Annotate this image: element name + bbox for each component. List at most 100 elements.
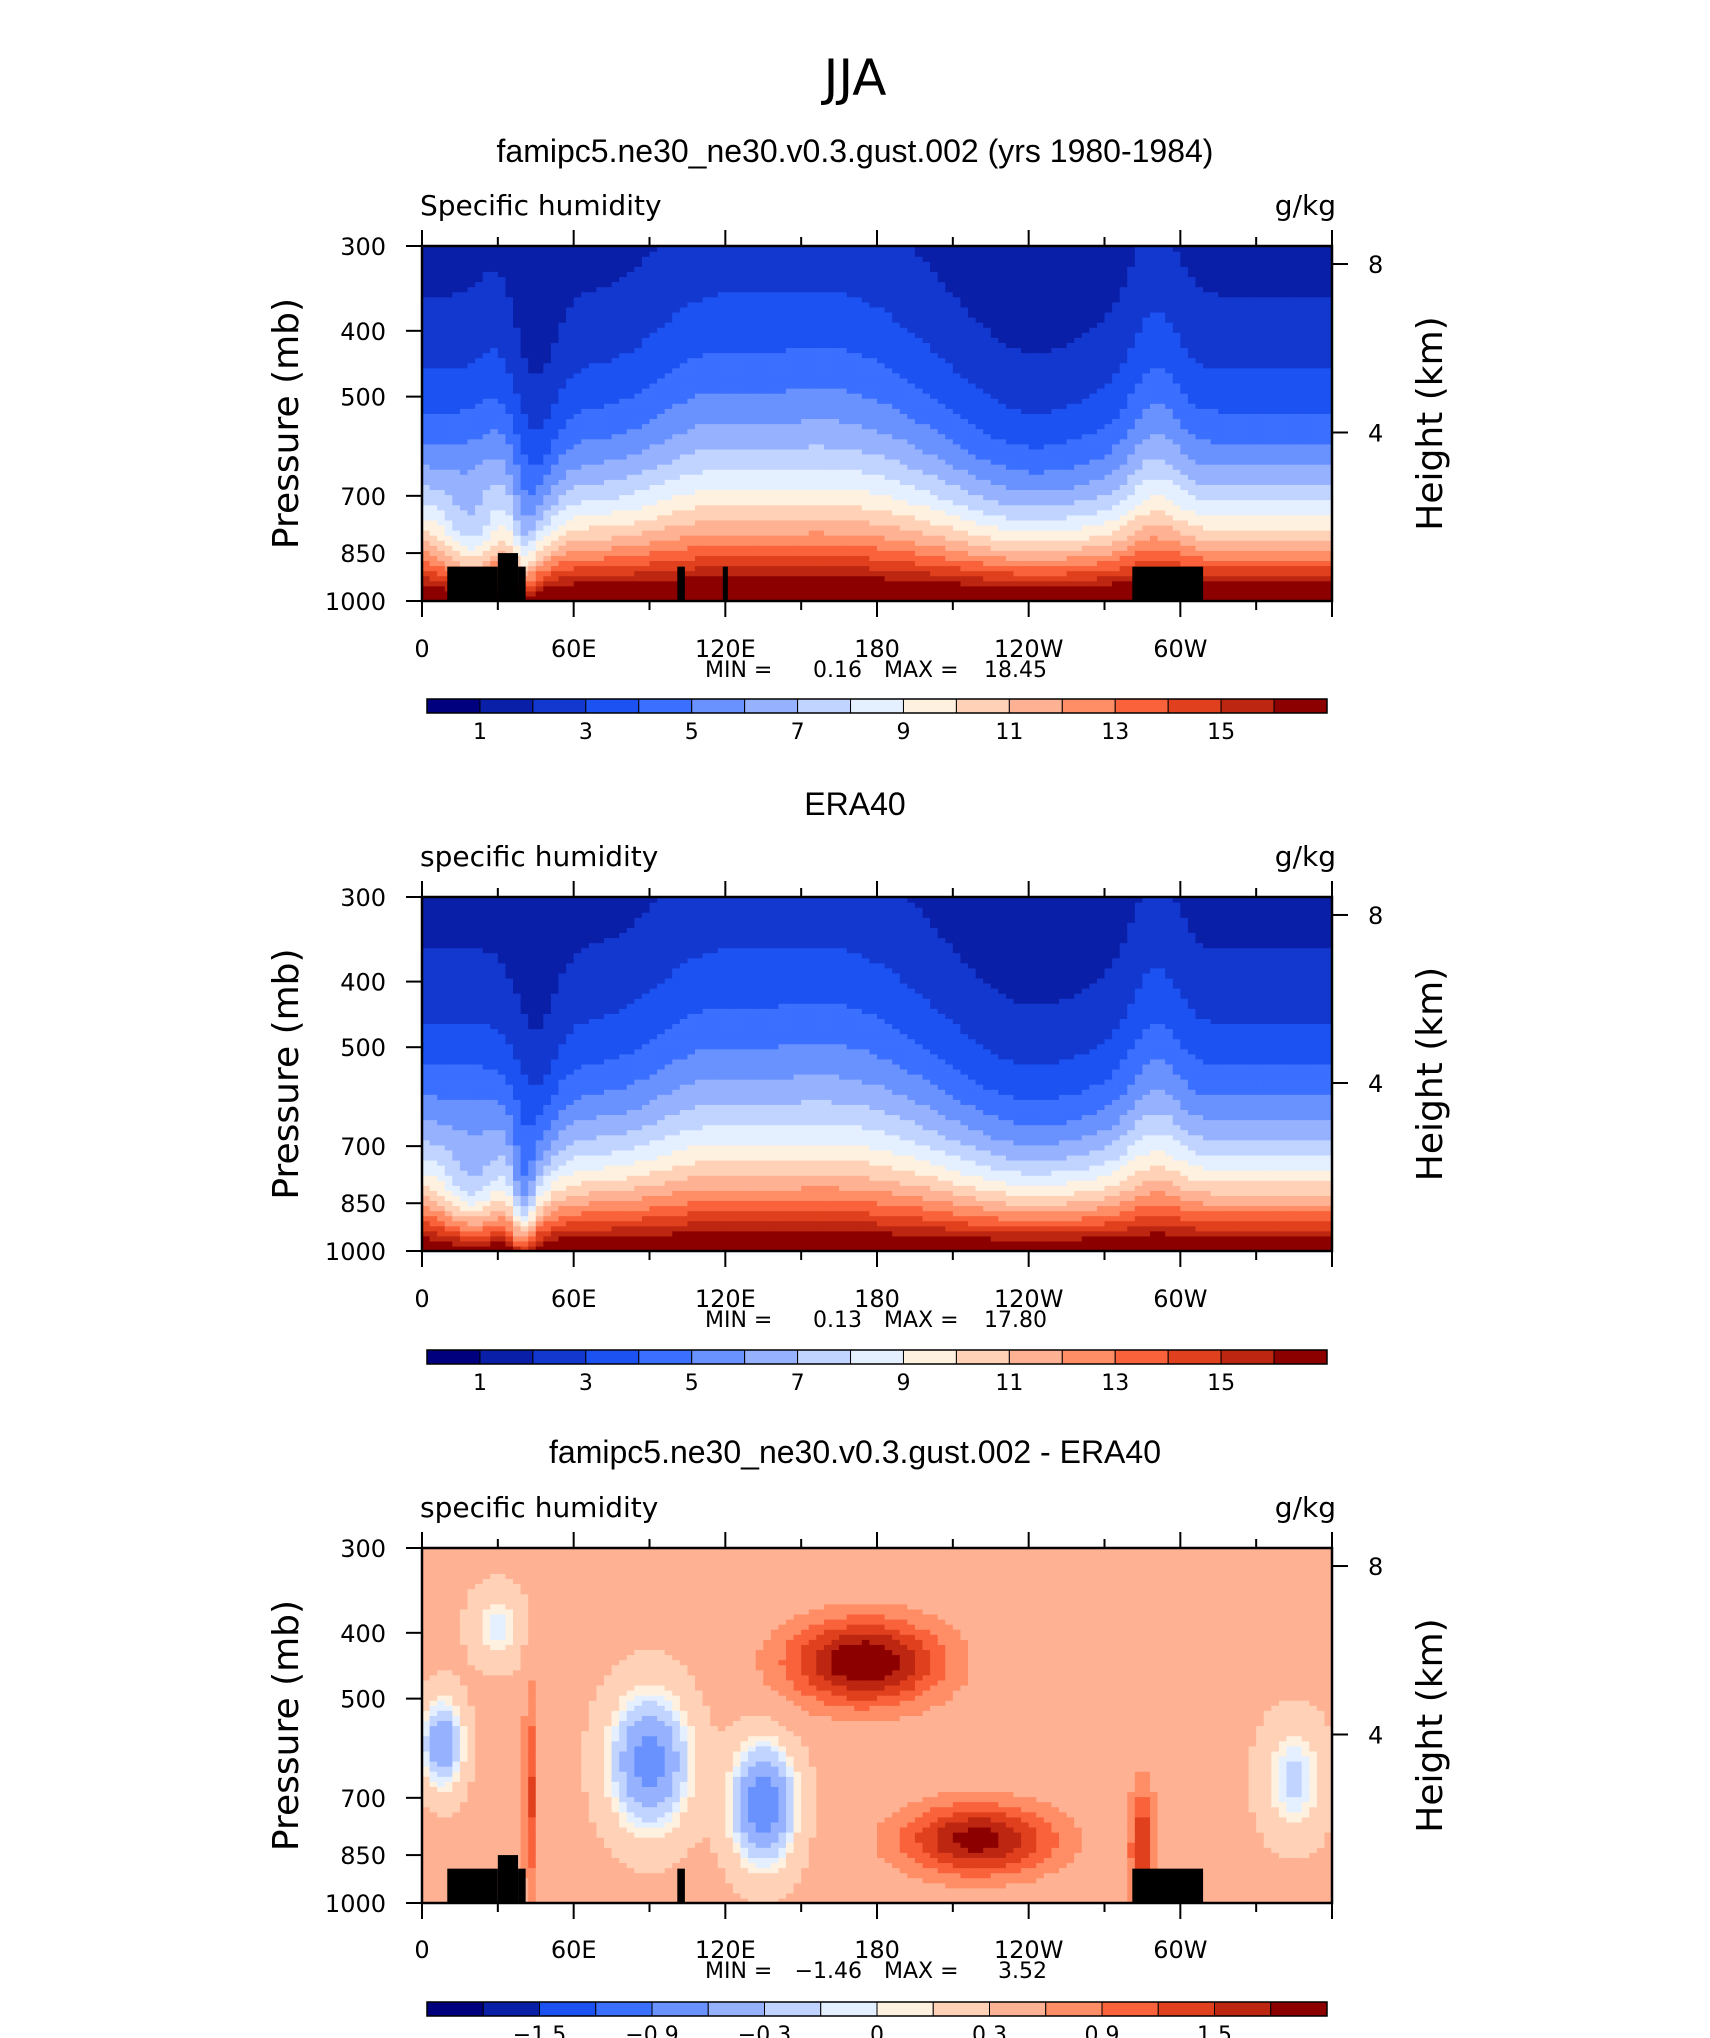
heatmap-cell — [1051, 459, 1060, 465]
heatmap-cell — [892, 418, 901, 425]
heatmap-cell — [937, 464, 946, 470]
heatmap-cell — [1081, 464, 1090, 470]
heatmap-cell — [1036, 459, 1045, 465]
heatmap-cell — [740, 459, 749, 465]
heatmap-cell — [1309, 459, 1318, 465]
heatmap-cell — [535, 499, 544, 506]
heatmap-cell — [869, 469, 878, 475]
heatmap-cell — [1225, 499, 1235, 506]
heatmap-cell — [1278, 459, 1288, 465]
heatmap-cell — [1005, 453, 1015, 460]
heatmap-cell — [672, 428, 681, 435]
heatmap-cell — [1043, 418, 1053, 425]
heatmap-cell — [892, 560, 901, 567]
heatmap-cell — [520, 418, 529, 425]
heatmap-cell — [816, 555, 825, 562]
heatmap-cell — [664, 499, 673, 506]
heatmap-cell — [839, 453, 848, 460]
heatmap-cell — [998, 453, 1007, 460]
heatmap-cell — [664, 514, 673, 521]
heatmap-cell — [566, 489, 575, 496]
heatmap-cell — [475, 474, 484, 480]
heatmap-cell — [968, 418, 977, 425]
heatmap-cell — [604, 393, 613, 399]
heatmap-cell — [907, 469, 916, 475]
heatmap-cell — [1021, 453, 1030, 460]
heatmap-cell — [467, 489, 476, 496]
heatmap-cell — [664, 575, 673, 582]
heatmap-cell — [1263, 535, 1272, 541]
heatmap-cell — [1218, 550, 1227, 556]
heatmap-cell — [1225, 585, 1235, 592]
heatmap-cell — [626, 504, 635, 511]
heatmap-cell — [816, 494, 825, 501]
heatmap-cell — [528, 474, 537, 480]
heatmap-cell — [604, 565, 613, 572]
heatmap-cell — [1195, 484, 1204, 491]
heatmap-cell — [793, 504, 802, 511]
heatmap-cell — [528, 585, 537, 592]
heatmap-cell — [475, 459, 484, 465]
heatmap-cell — [710, 540, 719, 546]
heatmap-cell — [535, 580, 544, 587]
heatmap-cell — [1066, 443, 1075, 450]
heatmap-cell — [437, 403, 446, 409]
heatmap-cell — [952, 555, 962, 562]
heatmap-cell — [884, 580, 893, 587]
variable-label: Specific humidity — [420, 189, 662, 222]
heatmap-cell — [1187, 484, 1197, 491]
heatmap-cell — [1059, 428, 1068, 435]
heatmap-cell — [459, 514, 469, 521]
heatmap-cell — [808, 509, 817, 516]
heatmap-cell — [808, 494, 817, 501]
heatmap-cell — [786, 448, 795, 455]
heatmap-cell — [672, 418, 681, 425]
heatmap-cell — [1028, 514, 1037, 521]
heatmap-cell — [558, 433, 567, 440]
heatmap-cell — [1005, 484, 1015, 491]
heatmap-cell — [1089, 403, 1098, 409]
heatmap-cell — [1165, 514, 1174, 521]
heatmap-cell — [732, 479, 742, 485]
heatmap-cell — [475, 535, 484, 541]
heatmap-cell — [1286, 484, 1295, 491]
heatmap-cell — [1005, 418, 1015, 425]
heatmap-cell — [1210, 509, 1219, 516]
heatmap-cell — [717, 438, 726, 445]
heatmap-cell — [1210, 565, 1219, 572]
heatmap-cell — [1256, 494, 1265, 501]
heatmap-cell — [914, 448, 924, 455]
heatmap-cell — [634, 474, 643, 480]
heatmap-cell — [1316, 398, 1326, 404]
heatmap-cell — [869, 474, 878, 480]
heatmap-cell — [1241, 489, 1250, 496]
heatmap-cell — [422, 530, 431, 536]
heatmap-cell — [422, 474, 431, 480]
heatmap-cell — [854, 504, 863, 511]
heatmap-cell — [702, 413, 711, 420]
heatmap-cell — [482, 418, 491, 425]
heatmap-cell — [1074, 464, 1083, 470]
heatmap-cell — [444, 555, 453, 562]
heatmap-cell — [854, 535, 863, 541]
heatmap-cell — [861, 398, 871, 404]
heatmap-cell — [649, 499, 658, 506]
heatmap-cell — [778, 393, 787, 399]
heatmap-cell — [808, 413, 817, 420]
heatmap-cell — [1134, 489, 1144, 496]
heatmap-cell — [816, 530, 825, 536]
heatmap-cell — [664, 479, 673, 485]
heatmap-cell — [763, 509, 772, 516]
heatmap-cell — [611, 585, 620, 592]
heatmap-cell — [998, 580, 1007, 587]
heatmap-cell — [1256, 570, 1265, 577]
heatmap-cell — [695, 479, 704, 485]
heatmap-cell — [626, 550, 635, 556]
heatmap-cell — [482, 393, 491, 399]
heatmap-cell — [528, 453, 537, 460]
heatmap-cell — [846, 403, 855, 409]
heatmap-cell — [459, 423, 469, 430]
heatmap-cell — [475, 514, 484, 521]
heatmap-cell — [657, 433, 666, 440]
heatmap-cell — [1278, 453, 1288, 460]
